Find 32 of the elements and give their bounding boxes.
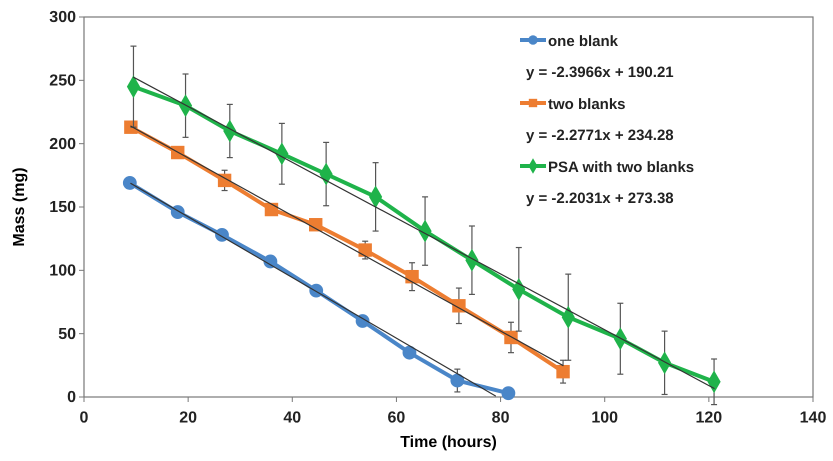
y-tick-label: 0 <box>67 389 76 406</box>
y-axis-title: Mass (mg) <box>11 167 28 247</box>
x-tick-label: 80 <box>492 410 510 427</box>
point <box>405 270 419 284</box>
point <box>264 202 278 216</box>
point <box>450 374 464 388</box>
x-tick-label: 140 <box>800 410 826 427</box>
legend-label: PSA with two blanks <box>548 159 694 176</box>
x-axis-title: Time (hours) <box>400 434 497 451</box>
y-tick-label: 50 <box>58 326 76 343</box>
annotation: y = -2.2031x + 273.38 <box>526 190 674 207</box>
x-tick-label: 100 <box>591 410 618 427</box>
point <box>501 386 516 400</box>
y-tick-label: 250 <box>49 72 76 90</box>
x-tick-label: 120 <box>696 410 722 427</box>
annotation: y = -2.3966x + 190.21 <box>526 64 674 81</box>
x-tick-label: 40 <box>283 410 302 427</box>
y-tick-label: 200 <box>49 136 76 153</box>
x-tick-label: 60 <box>388 410 406 427</box>
legend-label: two blanks <box>548 96 626 113</box>
legend-label: one blank <box>548 33 619 50</box>
y-tick-label: 300 <box>49 9 76 26</box>
point <box>556 364 570 378</box>
y-tick-label: 100 <box>49 262 76 280</box>
point <box>358 243 372 257</box>
x-tick-label: 0 <box>80 410 89 427</box>
point <box>309 218 322 232</box>
annotation: y = -2.2771x + 234.28 <box>526 127 674 144</box>
point <box>122 176 137 190</box>
x-tick-label: 20 <box>179 410 198 427</box>
point <box>402 346 416 360</box>
y-tick-label: 150 <box>49 199 76 216</box>
